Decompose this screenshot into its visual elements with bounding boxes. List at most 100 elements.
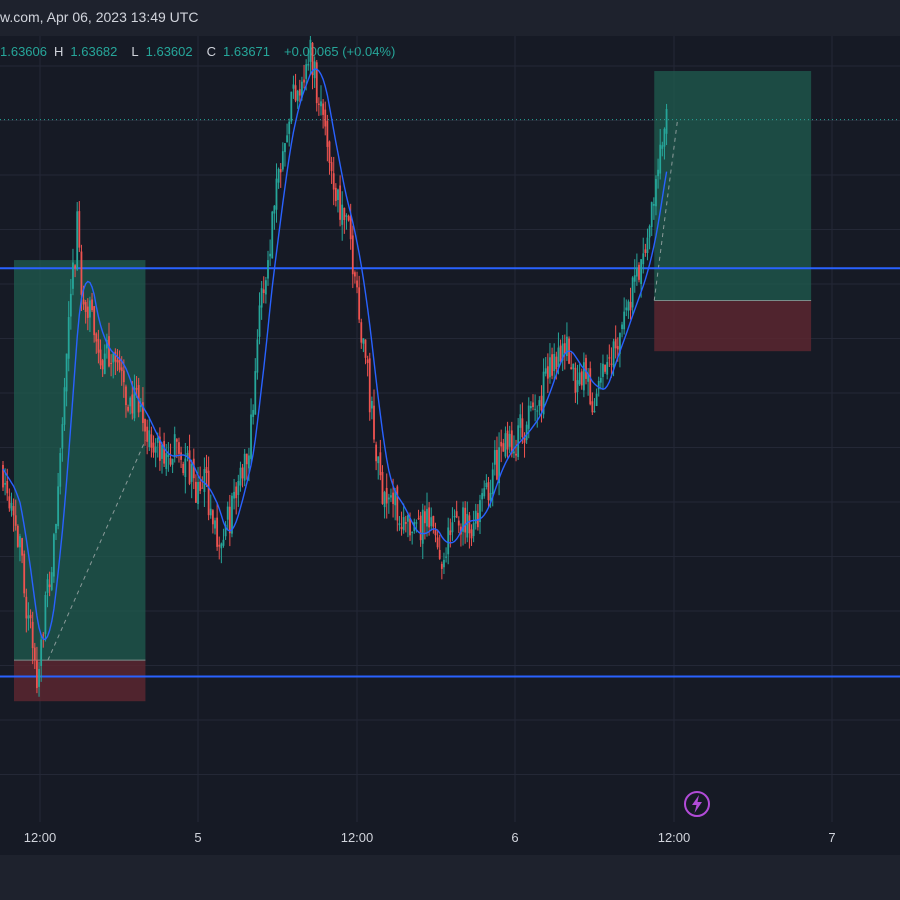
- high-value: 1.63682: [70, 44, 118, 59]
- candle-body: [457, 520, 460, 526]
- candle-body: [243, 453, 246, 481]
- candle-body: [419, 515, 422, 541]
- lightning-bolt-icon[interactable]: [683, 790, 711, 818]
- candle-body: [180, 452, 182, 460]
- candle-body: [205, 467, 208, 474]
- candle-body: [411, 532, 414, 534]
- candle-body: [502, 443, 505, 452]
- candle-body: [453, 515, 456, 518]
- candle-body: [264, 280, 267, 295]
- candle-body: [288, 121, 291, 134]
- candle-body: [152, 442, 155, 453]
- candle-body: [415, 522, 418, 524]
- candle-body: [237, 481, 240, 495]
- candle-body: [549, 357, 551, 378]
- candle-body: [275, 178, 278, 210]
- candle-body: [351, 235, 354, 275]
- candle-body: [447, 527, 450, 555]
- candle-body: [182, 463, 185, 474]
- candle-body: [525, 424, 528, 441]
- candle-body: [396, 486, 399, 521]
- candle-body: [570, 367, 573, 370]
- candle-body: [661, 145, 664, 149]
- candle-body: [175, 439, 178, 442]
- candle-body: [345, 215, 348, 217]
- candle-body: [207, 470, 210, 516]
- candle-body: [385, 487, 388, 504]
- candle-body: [171, 459, 174, 465]
- candle-body: [127, 406, 129, 411]
- candle-body: [551, 354, 553, 376]
- candle-body: [377, 456, 380, 464]
- candle-body: [334, 187, 337, 201]
- bottom-toolbar: [0, 855, 900, 900]
- candle-body: [10, 502, 13, 511]
- candle-body: [417, 518, 420, 520]
- candle-body: [629, 301, 632, 311]
- candle-body: [604, 364, 606, 372]
- candle-body: [610, 363, 613, 365]
- candle-body: [84, 302, 87, 312]
- candle-body: [513, 451, 515, 454]
- candlestick-series: [2, 36, 668, 697]
- candle-body: [343, 207, 346, 221]
- candle-body: [381, 471, 384, 504]
- candle-body: [55, 523, 57, 534]
- horizontal-levels[interactable]: [0, 267, 900, 678]
- candle-body: [260, 288, 263, 308]
- close-label: C: [206, 44, 217, 59]
- candle-body: [271, 211, 274, 259]
- candle-body: [14, 515, 17, 526]
- position-tools[interactable]: [0, 71, 900, 702]
- candle-body: [483, 488, 486, 497]
- candle-body: [493, 450, 496, 465]
- candle-body: [65, 353, 68, 392]
- candle-body: [529, 405, 532, 409]
- candle-body: [144, 419, 146, 432]
- low-label: L: [131, 44, 139, 59]
- candle-body: [580, 371, 583, 386]
- candle-body: [655, 179, 657, 207]
- candle-body: [627, 301, 630, 311]
- candle-body: [608, 357, 611, 359]
- chart-title: w.com, Apr 06, 2023 13:49 UTC: [0, 9, 199, 25]
- candle-body: [201, 487, 204, 489]
- candle-body: [286, 135, 288, 143]
- candle-body: [303, 79, 305, 83]
- candle-body: [479, 500, 481, 523]
- candle-body: [184, 458, 187, 478]
- candle-body: [315, 62, 318, 104]
- candle-body: [6, 480, 9, 494]
- candle-body: [462, 507, 464, 532]
- candle-body: [192, 458, 195, 479]
- candle-body: [252, 409, 255, 417]
- candle-body: [27, 615, 30, 619]
- candle-body: [392, 492, 394, 504]
- candle-body: [307, 63, 310, 66]
- time-axis[interactable]: 12:00 5 12:00 6 12:00 7: [0, 822, 900, 854]
- candle-body: [496, 449, 498, 480]
- candle-body: [150, 434, 153, 448]
- candle-body: [474, 510, 477, 524]
- trade-path-line: [47, 440, 146, 661]
- candle-body: [103, 353, 106, 374]
- candle-body: [322, 103, 325, 115]
- candle-body: [118, 358, 121, 370]
- candle-body: [69, 293, 72, 317]
- candle-body: [38, 669, 40, 687]
- candle-body: [203, 469, 206, 492]
- candle-body: [324, 109, 327, 127]
- candle-body: [540, 395, 543, 411]
- candle-body: [72, 262, 74, 289]
- candle-body: [52, 534, 55, 577]
- candle-body: [347, 216, 350, 221]
- candle-body: [559, 345, 562, 362]
- candle-body: [211, 510, 214, 525]
- candle-body: [468, 515, 471, 534]
- candle-body: [294, 85, 297, 101]
- price-plot[interactable]: [0, 36, 900, 822]
- candle-body: [59, 453, 62, 487]
- stop-loss-zone: [654, 300, 812, 352]
- candle-body: [485, 483, 488, 488]
